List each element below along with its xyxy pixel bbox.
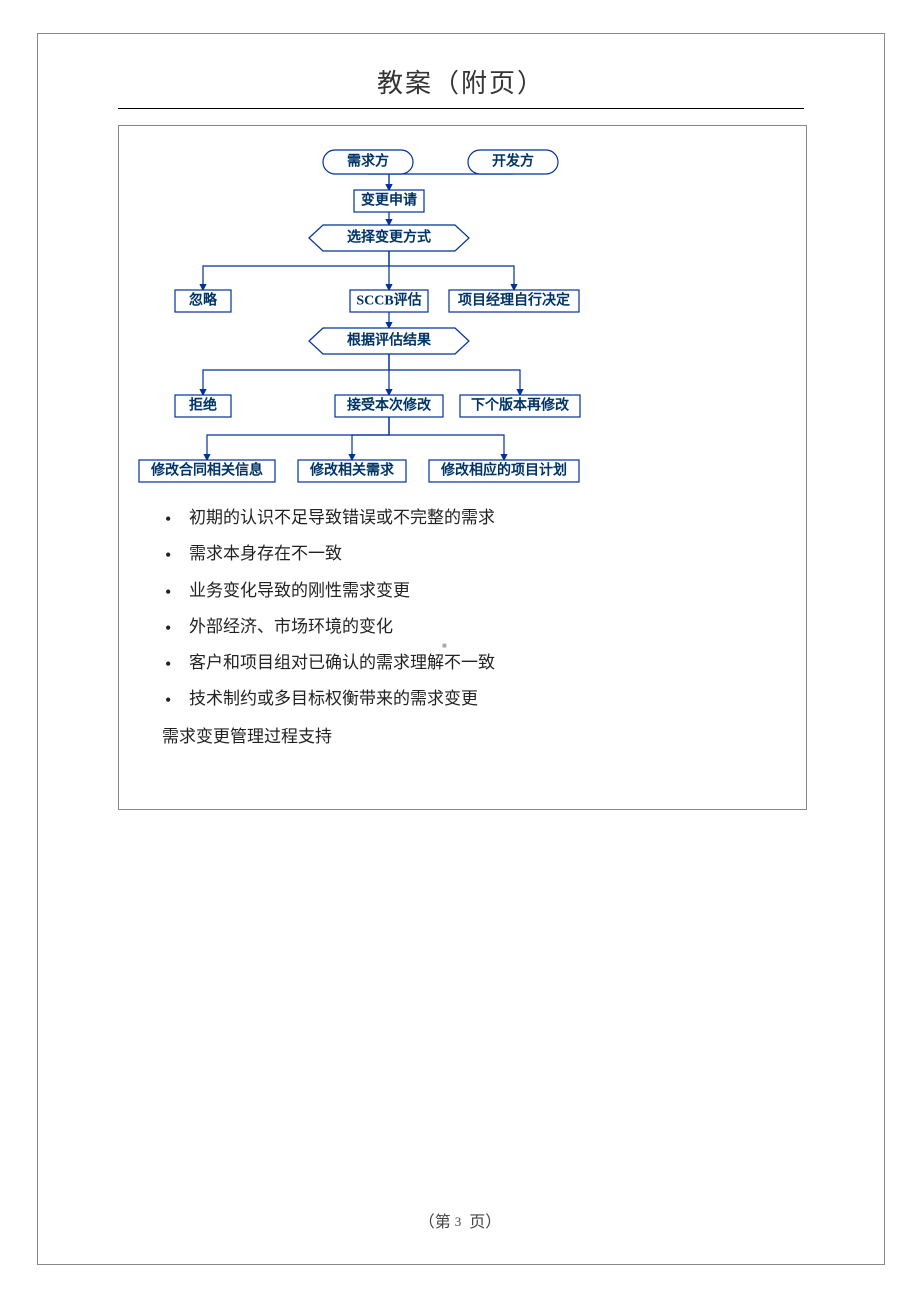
flowchart: 需求方 开发方变更申请选择变更方式忽略 SCCB评估 项目经理自行决定根据评估结果拒绝… — [123, 130, 623, 490]
svg-text:根据评估结果: 根据评估结果 — [347, 332, 432, 349]
svg-text:修改相应的项目计划: 修改相应的项目计划 — [440, 462, 567, 479]
footer-page-number: 3 — [455, 1214, 462, 1229]
bullet-item: 初期的认识不足导致错误或不完整的需求 — [165, 502, 765, 534]
footer-prefix: （第 — [419, 1214, 451, 1231]
svg-text:项目经理自行决定: 项目经理自行决定 — [458, 292, 570, 309]
svg-text:拒绝: 拒绝 — [189, 397, 217, 414]
bullet-item: 客户和项目组对已确认的需求理解不一致 — [165, 647, 765, 679]
bullet-item: 需求本身存在不一致 — [165, 538, 765, 570]
bullet-list: 初期的认识不足导致错误或不完整的需求 需求本身存在不一致 业务变化导致的刚性需求… — [165, 502, 765, 720]
bullet-item: 外部经济、市场环境的变化 — [165, 611, 765, 643]
svg-text:SCCB评估: SCCB评估 — [356, 292, 421, 309]
watermark-dot: ■ — [442, 641, 447, 650]
svg-text:忽略: 忽略 — [189, 292, 218, 309]
svg-text:修改合同相关信息: 修改合同相关信息 — [150, 462, 263, 479]
svg-text:下个版本再修改: 下个版本再修改 — [471, 397, 570, 414]
page-title: 教案（附页） — [118, 63, 804, 109]
bullet-item: 技术制约或多目标权衡带来的需求变更 — [165, 683, 765, 715]
svg-text:修改相关需求: 修改相关需求 — [309, 462, 395, 479]
svg-text:开发方: 开发方 — [492, 153, 534, 170]
page-footer: （第 3 页） — [0, 1208, 920, 1232]
svg-text:需求方: 需求方 — [347, 153, 389, 170]
subheading: 需求变更管理过程支持 — [162, 722, 332, 747]
svg-text:接受本次修改: 接受本次修改 — [347, 397, 432, 414]
bullet-item: 业务变化导致的刚性需求变更 — [165, 575, 765, 607]
footer-suffix: 页） — [469, 1214, 501, 1231]
svg-text:选择变更方式: 选择变更方式 — [347, 229, 431, 246]
svg-text:变更申请: 变更申请 — [361, 192, 417, 209]
